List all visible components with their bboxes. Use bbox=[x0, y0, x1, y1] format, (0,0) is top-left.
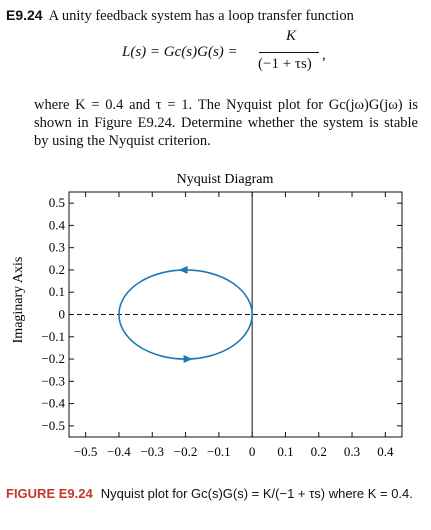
x-tick-label: 0.1 bbox=[277, 444, 293, 459]
x-tick-label: −0.2 bbox=[174, 444, 198, 459]
y-tick-label: 0.4 bbox=[49, 217, 66, 232]
equation-denominator: (−1 + τs) bbox=[258, 56, 312, 72]
caption-text: Nyquist plot for Gc(s)G(s) = K/(−1 + τs)… bbox=[100, 486, 413, 501]
transfer-function-equation: L(s) = Gc(s)G(s) = K (−1 + τs) , bbox=[0, 24, 431, 90]
x-tick-label: −0.5 bbox=[74, 444, 98, 459]
y-tick-label: −0.1 bbox=[41, 329, 65, 344]
y-tick-label: −0.5 bbox=[41, 418, 65, 433]
figure-caption: FIGURE E9.24 Nyquist plot for Gc(s)G(s) =… bbox=[6, 486, 426, 502]
x-tick-label: −0.1 bbox=[207, 444, 231, 459]
y-tick-label: −0.3 bbox=[41, 373, 65, 388]
problem-body: where K = 0.4 and τ = 1. The Nyquist plo… bbox=[34, 97, 418, 149]
y-tick-label: 0.3 bbox=[49, 240, 65, 255]
fraction-bar bbox=[259, 52, 319, 53]
nyquist-chart: Nyquist Diagram Imaginary Axis 0.5 0.4 0.3… bbox=[0, 166, 431, 466]
y-tick-label: 0.2 bbox=[49, 262, 65, 277]
figure-label: FIGURE E9.24 bbox=[6, 486, 93, 501]
x-tick-label: 0.2 bbox=[311, 444, 327, 459]
x-tick-label: −0.3 bbox=[140, 444, 164, 459]
direction-arrow-bottom bbox=[183, 355, 193, 364]
problem-intro: A unity feedback system has a loop trans… bbox=[48, 8, 354, 24]
x-tick-label: 0 bbox=[249, 444, 256, 459]
y-tick-label: −0.4 bbox=[41, 396, 65, 411]
equation-trail: , bbox=[322, 47, 326, 63]
x-tick-label: 0.4 bbox=[377, 444, 394, 459]
y-tick-label: −0.2 bbox=[41, 351, 65, 366]
chart-title: Nyquist Diagram bbox=[177, 172, 274, 187]
y-tick-label: 0.1 bbox=[49, 284, 65, 299]
nyquist-svg: Nyquist Diagram Imaginary Axis 0.5 0.4 0.3… bbox=[11, 172, 403, 459]
x-tick-label: −0.4 bbox=[107, 444, 131, 459]
equation-lhs: L(s) = Gc(s)G(s) = bbox=[122, 44, 238, 60]
equation-numerator: K bbox=[286, 28, 297, 44]
direction-arrow-top bbox=[178, 265, 188, 274]
y-tick-label: 0.5 bbox=[49, 195, 65, 210]
y-axis-label: Imaginary Axis bbox=[11, 257, 26, 344]
problem-number: E9.24 bbox=[6, 7, 43, 23]
y-tick-label: 0 bbox=[59, 307, 66, 322]
problem-header: E9.24 A unity feedback system has a loop … bbox=[6, 6, 426, 25]
x-tick-label: 0.3 bbox=[344, 444, 360, 459]
